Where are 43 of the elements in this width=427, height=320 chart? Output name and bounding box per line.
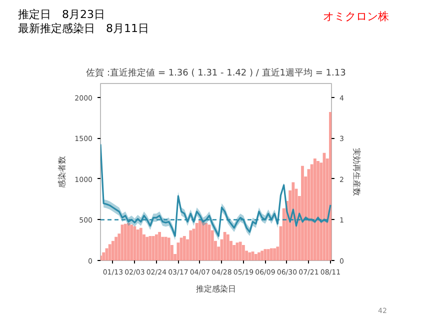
- bar: [301, 166, 304, 260]
- bar: [114, 236, 118, 260]
- bar: [139, 228, 142, 260]
- bar: [130, 224, 134, 260]
- bar: [232, 245, 236, 260]
- x-axis-title: 推定感染日: [196, 284, 236, 294]
- bar: [158, 232, 161, 260]
- bar: [127, 222, 130, 260]
- bar: [329, 112, 332, 260]
- bar: [226, 234, 230, 260]
- text: オミクロン株: [323, 9, 389, 25]
- bar: [202, 220, 204, 260]
- bar: [254, 254, 258, 260]
- bar: [242, 245, 245, 260]
- bar: [260, 250, 264, 260]
- bar: [111, 240, 114, 260]
- bar: [258, 252, 260, 260]
- bar: [182, 236, 186, 260]
- bar: [273, 248, 276, 260]
- bar: [152, 236, 155, 260]
- bar: [154, 234, 158, 260]
- chart-subtitle: 最新推定感染日 8月11日: [18, 22, 149, 35]
- bar: [146, 236, 149, 260]
- bar: [313, 158, 316, 260]
- bar: [133, 226, 136, 260]
- bar: [248, 252, 252, 260]
- bar: [195, 222, 198, 260]
- bar: [316, 160, 320, 260]
- bar: [102, 252, 106, 260]
- bar: [189, 230, 192, 260]
- bar: [238, 242, 242, 260]
- y-axis-title: 感染者数: [58, 156, 67, 188]
- bar: [167, 238, 170, 260]
- chart-title: 推定日 8月23日: [18, 8, 105, 21]
- bar: [270, 248, 273, 260]
- y2-axis-title: 実効再生産数: [352, 148, 361, 196]
- bar: [204, 222, 208, 260]
- bar: [266, 249, 270, 260]
- bar: [198, 220, 202, 260]
- bar: [223, 232, 226, 260]
- text: 佐賀 :直近推定値 = 1.36 ( 1.31 - 1.42 ) / 直近1週平均 = 1.13: [86, 68, 346, 78]
- bar: [124, 224, 127, 260]
- bar: [108, 244, 112, 260]
